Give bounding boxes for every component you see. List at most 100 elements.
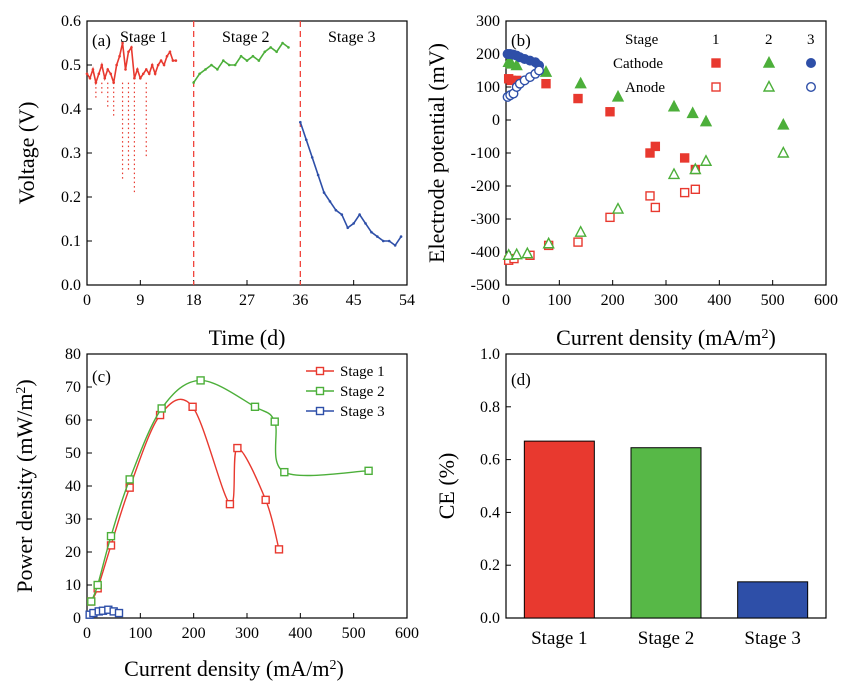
- voltage-point: [204, 68, 207, 71]
- x-tick-label: 9: [136, 292, 144, 309]
- potential-point: [573, 93, 583, 104]
- x-tick-label: 45: [346, 292, 362, 309]
- voltage-point: [91, 68, 95, 71]
- panel-c-axis-ticks: 0 100 200 300 400 500 600 0 10 20 30 40 50 60 70 80: [65, 346, 419, 642]
- panel-d-axis-ticks: 0.0 0.2 0.4 0.6 0.8 1.0: [480, 346, 774, 627]
- y-tick-label: 10: [65, 577, 81, 594]
- voltage-point: [139, 76, 142, 80]
- potential-point: [645, 148, 655, 158]
- y-tick-label: 0.8: [480, 399, 500, 416]
- potential-point: [699, 114, 713, 127]
- voltage-point: [210, 63, 213, 67]
- power-point: [114, 608, 124, 618]
- potential-point: [699, 154, 713, 166]
- potential-point: [605, 212, 615, 223]
- legend-column-3: 3: [807, 32, 815, 48]
- y-tick-label: 0.0: [480, 610, 500, 627]
- panel-a-label: (a): [92, 31, 111, 50]
- power-point: [270, 417, 279, 426]
- potential-point: [689, 162, 702, 175]
- x-tick-label: 0: [83, 625, 91, 642]
- potential-point: [777, 145, 790, 158]
- voltage-point: [346, 226, 350, 230]
- potential-point: [574, 76, 587, 89]
- x-tick-label: 100: [547, 292, 571, 309]
- voltage-point: [162, 63, 166, 67]
- voltage-point: [159, 59, 163, 62]
- voltage-point: [287, 46, 290, 49]
- power-point: [225, 499, 235, 509]
- panel-a-axis-ticks: 0 9 18 27 36 45 54 0.0 0.1 0.2 0.3 0.4 0.5 0.6: [61, 13, 415, 309]
- category-label: Stage 3: [744, 628, 800, 649]
- legend-label: Stage 1: [340, 364, 385, 380]
- voltage-point: [100, 63, 104, 67]
- voltage-series-line: [193, 41, 289, 84]
- x-tick-label: 18: [186, 292, 202, 309]
- potential-point: [605, 107, 615, 117]
- voltage-point: [334, 208, 338, 212]
- voltage-point: [153, 72, 157, 76]
- legend-marker: [315, 386, 325, 396]
- voltage-point: [88, 76, 92, 80]
- power-point: [93, 580, 102, 590]
- y-tick-label: 0: [73, 610, 81, 627]
- y-tick-label: -200: [471, 178, 500, 195]
- voltage-point: [328, 200, 332, 203]
- power-point: [280, 467, 289, 477]
- y-tick-label: 30: [65, 511, 81, 528]
- panel-a-y-axis-label: Voltage (V): [14, 102, 39, 205]
- power-point: [274, 545, 284, 554]
- voltage-point: [316, 173, 320, 177]
- x-tick-label: 0: [502, 292, 510, 309]
- voltage-point: [136, 68, 139, 71]
- panel-d-y-axis-label: CE (%): [434, 453, 459, 520]
- voltage-point: [322, 191, 326, 194]
- potential-point: [650, 202, 661, 213]
- y-tick-label: 1.0: [480, 346, 500, 363]
- potential-point: [541, 78, 551, 89]
- legend-row-anode: Anode: [625, 80, 665, 96]
- potential-point: [679, 153, 690, 163]
- y-tick-label: 0.6: [61, 13, 81, 30]
- category-label: Stage 2: [638, 628, 694, 649]
- voltage-point: [112, 81, 115, 84]
- voltage-point: [245, 59, 249, 62]
- potential-point: [534, 65, 545, 76]
- panel-b-legend: Stage 1 2 3 Cathode Anode: [613, 32, 817, 96]
- x-tick-label: 600: [814, 292, 838, 309]
- voltage-point: [257, 59, 261, 62]
- voltage-point: [141, 72, 145, 76]
- power-point: [106, 531, 116, 541]
- x-tick-label: 300: [654, 292, 678, 309]
- potential-point: [611, 202, 625, 214]
- x-tick-label: 400: [707, 292, 731, 309]
- panel-b-x-axis-label: Current density (mA/m2): [556, 325, 776, 350]
- legend-label: Stage 2: [340, 384, 385, 400]
- voltage-point: [216, 68, 219, 71]
- voltage-point: [376, 235, 379, 238]
- power-point: [125, 475, 134, 484]
- voltage-point: [115, 63, 118, 67]
- x-tick-label: 36: [292, 292, 308, 309]
- y-tick-label: 0.2: [480, 557, 500, 574]
- panel-c-data: [85, 376, 373, 619]
- potential-point: [573, 237, 583, 247]
- voltage-point: [364, 222, 367, 225]
- voltage-point: [399, 235, 403, 238]
- y-tick-label: 0.6: [480, 452, 500, 469]
- voltage-point: [94, 81, 98, 84]
- potential-point: [510, 58, 523, 71]
- power-point: [87, 597, 96, 606]
- y-tick-label: -100: [471, 145, 500, 162]
- y-tick-label: 60: [65, 412, 81, 429]
- x-tick-label: 54: [399, 292, 415, 309]
- x-tick-label: 27: [239, 292, 255, 309]
- x-tick-label: 400: [288, 625, 312, 642]
- voltage-point: [370, 230, 373, 234]
- y-tick-label: -400: [471, 244, 500, 261]
- y-tick-label: 0.1: [61, 233, 81, 250]
- y-tick-label: 40: [65, 478, 81, 495]
- voltage-point: [130, 46, 133, 49]
- x-tick-label: 500: [761, 292, 785, 309]
